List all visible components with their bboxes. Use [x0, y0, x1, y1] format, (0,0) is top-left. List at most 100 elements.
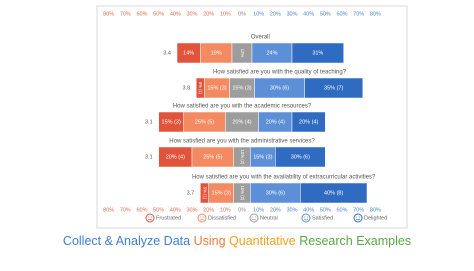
- x-tick-label: 60%: [336, 207, 347, 213]
- x-tick-label: 0%: [238, 207, 246, 213]
- bar-segment: [291, 42, 344, 64]
- legend-icon-eye: [356, 216, 358, 218]
- value-label: 15% (3): [207, 85, 226, 91]
- value-label: 10% (2): [240, 150, 245, 165]
- value-label: 19%: [211, 50, 222, 56]
- x-tick-label: 10%: [253, 207, 264, 213]
- x-tick-label: 40%: [303, 207, 314, 213]
- legend-icon-eye: [200, 216, 202, 218]
- bar-segment: [275, 146, 326, 168]
- row-label: Overall: [251, 35, 270, 41]
- row-score: 3.8: [183, 85, 191, 91]
- x-tick-label: 80%: [370, 11, 381, 17]
- legend-icon: [197, 213, 207, 223]
- value-label: 25% (5): [195, 119, 214, 125]
- x-tick-label: 70%: [120, 11, 131, 17]
- legend-icon-eye: [304, 216, 306, 218]
- x-tick-label: 20%: [270, 207, 281, 213]
- x-tick-label: 50%: [153, 207, 164, 213]
- legend-label: Delighted: [364, 215, 387, 221]
- legend-icon: [301, 213, 311, 223]
- row-label: How satisfied are you with the administr…: [169, 139, 315, 145]
- caption-part: Collect & Analyze Data: [63, 234, 190, 248]
- legend-icon-mouth: [199, 219, 205, 221]
- value-label: 35% (7): [324, 85, 343, 91]
- value-label: 20% (4): [166, 154, 185, 160]
- caption: Collect & Analyze Data Using Quantitativ…: [63, 234, 411, 248]
- x-tick-label: 20%: [203, 207, 214, 213]
- legend-item: Neutral: [249, 213, 278, 223]
- value-label: 40% (8): [324, 190, 343, 196]
- legend-icon-eye: [358, 216, 360, 218]
- value-label: 15% (3): [212, 190, 231, 196]
- value-label: 25% (5): [203, 154, 222, 160]
- x-tick-label: 10%: [253, 11, 264, 17]
- row-label: How satisfied are you with the academic …: [173, 104, 312, 110]
- bar-segment: [304, 77, 364, 99]
- x-tick-label: 80%: [370, 207, 381, 213]
- caption-part: Using: [194, 234, 226, 248]
- caption-text: Collect & Analyze Data Using Quantitativ…: [63, 234, 411, 248]
- value-label: 12%: [240, 49, 245, 58]
- legend-label: Neutral: [260, 215, 278, 221]
- x-tick-label: 30%: [286, 207, 297, 213]
- x-tick-label: 30%: [186, 11, 197, 17]
- value-label: 31%: [312, 50, 323, 56]
- value-label: 30% (6): [266, 190, 285, 196]
- x-tick-label: 50%: [320, 11, 331, 17]
- legend-item: Frustrated: [145, 213, 181, 223]
- x-tick-label: 50%: [320, 207, 331, 213]
- x-tick-label: 40%: [170, 207, 181, 213]
- x-tick-label: 40%: [170, 11, 181, 17]
- x-tick-label: 30%: [286, 11, 297, 17]
- legend-icon-eye: [202, 216, 204, 218]
- value-label: 5% (1): [198, 82, 203, 95]
- x-tick-label: 60%: [136, 207, 147, 213]
- value-label: 15% (3): [253, 154, 272, 160]
- caption-part: Quantitative: [229, 234, 296, 248]
- bar-segment: [291, 111, 326, 133]
- x-tick-label: 60%: [336, 11, 347, 17]
- x-tick-label: 20%: [203, 11, 214, 17]
- value-label: 30% (6): [291, 154, 310, 160]
- legend-icon-mouth: [355, 218, 361, 221]
- legend-label: Frustrated: [156, 215, 181, 221]
- x-tick-label: 60%: [136, 11, 147, 17]
- legend-label: Satisfied: [312, 215, 333, 221]
- legend-icon-eye: [148, 216, 150, 218]
- x-tick-label: 80%: [103, 207, 114, 213]
- legend-icon: [249, 213, 259, 223]
- row-score: 3.1: [145, 154, 153, 160]
- x-tick-label: 70%: [353, 11, 364, 17]
- value-label: 20% (4): [232, 119, 251, 125]
- legend-icon-eye: [150, 216, 152, 218]
- legend-icon-mouth: [303, 218, 309, 221]
- x-tick-label: 20%: [270, 11, 281, 17]
- x-tick-label: 80%: [103, 11, 114, 17]
- row-score: 3.4: [163, 50, 171, 56]
- legend-icon: [353, 213, 363, 223]
- x-tick-label: 70%: [353, 207, 364, 213]
- caption-part: Research Examples: [299, 234, 411, 248]
- x-tick-label: 30%: [186, 207, 197, 213]
- x-tick-label: 70%: [120, 207, 131, 213]
- x-tick-label: 40%: [303, 11, 314, 17]
- legend-item: Satisfied: [301, 213, 333, 223]
- row-score: 3.7: [187, 190, 195, 196]
- value-label: 14%: [183, 50, 194, 56]
- legend-icon-mouth: [147, 219, 153, 221]
- legend-icon: [145, 213, 155, 223]
- value-label: 15% (3): [232, 85, 251, 91]
- x-tick-label: 0%: [238, 11, 246, 17]
- value-label: 15% (3): [162, 119, 181, 125]
- legend-icon-eye: [306, 216, 308, 218]
- value-label: 10% (2): [240, 186, 245, 201]
- row-score: 3.1: [145, 119, 153, 125]
- x-tick-label: 50%: [153, 11, 164, 17]
- value-label: 5% (1): [202, 187, 207, 200]
- x-tick-label: 10%: [220, 11, 231, 17]
- value-label: 30% (6): [270, 85, 289, 91]
- value-label: 24%: [266, 50, 277, 56]
- legend-label: Dissatisfied: [208, 215, 236, 221]
